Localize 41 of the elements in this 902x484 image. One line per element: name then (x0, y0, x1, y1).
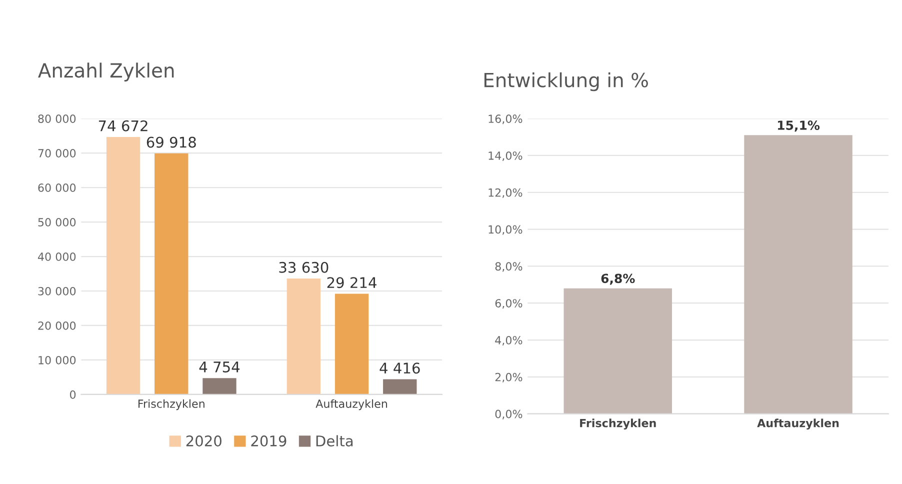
bar (202, 378, 236, 394)
y-tick-label: 2,0% (495, 372, 522, 382)
data-label: 74 672 (98, 120, 148, 132)
legend-label: 2020 (186, 435, 222, 446)
data-label: 69 918 (146, 136, 196, 148)
y-tick-label: 30 000 (38, 286, 76, 296)
legend-label: 2019 (251, 435, 286, 446)
data-label: 15,1% (778, 120, 820, 132)
chart-title: Anzahl Zyklen (38, 62, 174, 82)
bar (334, 294, 369, 394)
y-tick-label: 60 000 (38, 184, 76, 192)
data-label: 4 754 (199, 362, 240, 372)
y-tick-label: 80 000 (38, 114, 76, 123)
x-tick-label: Auftauzyklen (757, 418, 839, 430)
y-tick-label: 10,0% (488, 225, 522, 235)
y-tick-label: 20 000 (38, 321, 76, 330)
y-tick-label: 4,0% (495, 336, 522, 346)
bar (154, 153, 188, 394)
legend-label: Delta (316, 435, 353, 446)
bar (286, 278, 321, 394)
y-tick-label: 6,0% (495, 299, 522, 309)
bar (383, 379, 417, 394)
y-tick-label: 70 000 (38, 149, 76, 158)
y-tick-label: 0 (70, 390, 76, 399)
x-tick-label: Frischzyklen (580, 418, 656, 430)
y-tick-label: 50 000 (38, 218, 76, 226)
y-tick-label: 10 000 (38, 356, 76, 364)
y-tick-label: 14,0% (488, 151, 522, 161)
x-tick-label: Frischzyklen (138, 399, 204, 410)
y-tick-label: 40 000 (38, 252, 76, 261)
x-tick-label: Auftauzyklen (316, 399, 388, 410)
bar (106, 136, 140, 394)
y-tick-label: 12,0% (488, 188, 522, 198)
y-tick-label: 16,0% (488, 114, 522, 124)
data-label: 6,8% (601, 274, 635, 285)
chart-title: Entwicklung in % (484, 72, 648, 92)
data-label: 29 214 (327, 277, 376, 288)
data-label: 33 630 (279, 262, 328, 273)
y-tick-label: 8,0% (495, 262, 522, 272)
data-label: 4 416 (380, 362, 420, 374)
y-tick-label: 0,0% (495, 410, 522, 420)
